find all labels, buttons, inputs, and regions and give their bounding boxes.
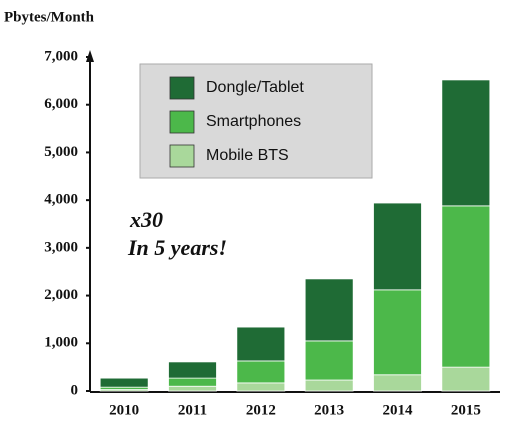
x-tick-label: 2011 (178, 402, 207, 418)
bar-segment (168, 385, 217, 392)
bar-segment (99, 377, 149, 388)
bar-segment (168, 377, 217, 387)
y-axis-label: Pbytes/Month (4, 9, 95, 25)
y-tick-label: 1,000 (44, 335, 78, 351)
legend-swatch (169, 144, 195, 168)
bar-segment (373, 202, 422, 291)
bar-segment (304, 379, 354, 392)
bar-segment (236, 326, 286, 362)
legend-swatch (169, 76, 195, 100)
y-tick-label: 0 (71, 382, 79, 398)
y-tick-label: 4,000 (44, 192, 78, 208)
legend-label: Dongle/Tablet (206, 79, 304, 96)
x-tick-label: 2013 (314, 402, 344, 418)
x-tick-label: 2010 (109, 402, 139, 418)
legend-label: Mobile BTS (206, 147, 289, 164)
y-tick-label: 2,000 (44, 287, 78, 303)
bar-segment (441, 79, 491, 207)
y-tick-label: 5,000 (44, 144, 78, 160)
bar-segment (236, 360, 286, 384)
bar-segment (441, 366, 491, 392)
bar-segment (304, 278, 354, 342)
bar-segment (304, 340, 354, 381)
bar-segment (441, 205, 491, 368)
y-tick-label: 7,000 (44, 48, 78, 64)
y-tick-label: 3,000 (44, 239, 78, 255)
annotation: In 5 years! (127, 235, 227, 260)
legend-swatch (169, 110, 195, 134)
bar-segment (236, 382, 286, 392)
bar-segment (373, 289, 422, 376)
x-tick-label: 2015 (451, 402, 481, 418)
legend-label: Smartphones (206, 113, 301, 130)
bar-segment (373, 374, 422, 392)
x-tick-label: 2014 (383, 402, 414, 418)
y-tick-label: 6,000 (44, 96, 78, 112)
bar-segment (168, 361, 217, 379)
annotation: x30 (129, 207, 163, 232)
x-tick-label: 2012 (246, 402, 276, 418)
